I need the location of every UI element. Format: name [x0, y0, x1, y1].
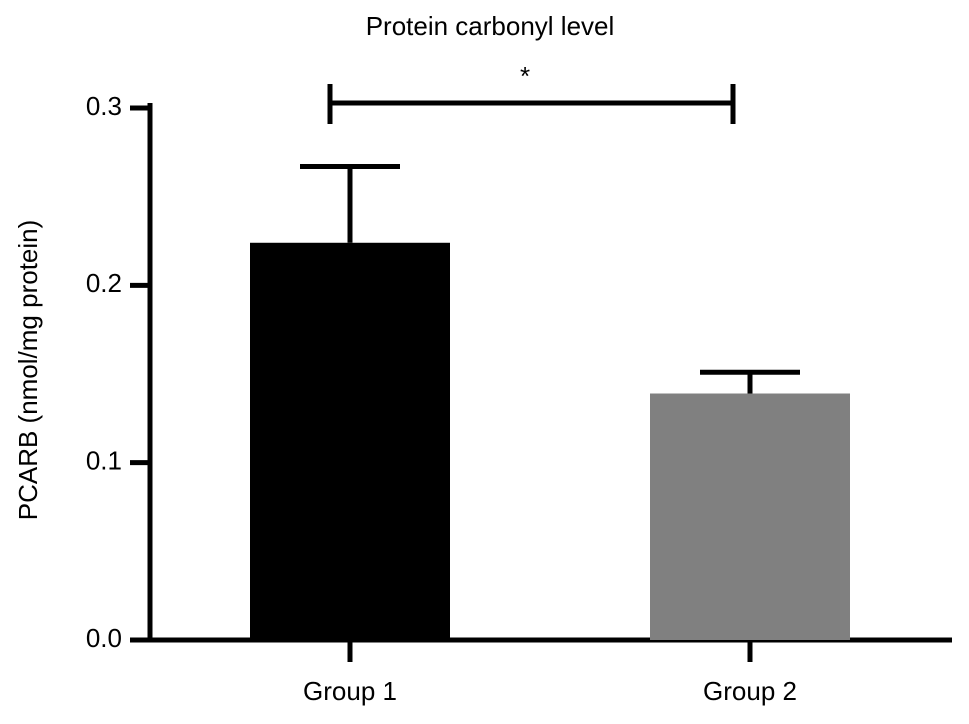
y-tick-label: 0.2 — [86, 268, 122, 298]
x-tick-label: Group 2 — [703, 676, 797, 706]
y-axis-label: PCARB (nmol/mg protein) — [13, 220, 43, 521]
y-tick-label: 0.0 — [86, 623, 122, 653]
chart-title: Protein carbonyl level — [366, 11, 615, 41]
y-tick-label: 0.1 — [86, 446, 122, 476]
bar — [250, 242, 450, 641]
bar — [650, 393, 850, 640]
x-tick-label: Group 1 — [303, 676, 397, 706]
significance-bracket: * — [327, 61, 736, 124]
significance-label: * — [520, 61, 530, 91]
y-tick-label: 0.3 — [86, 91, 122, 121]
